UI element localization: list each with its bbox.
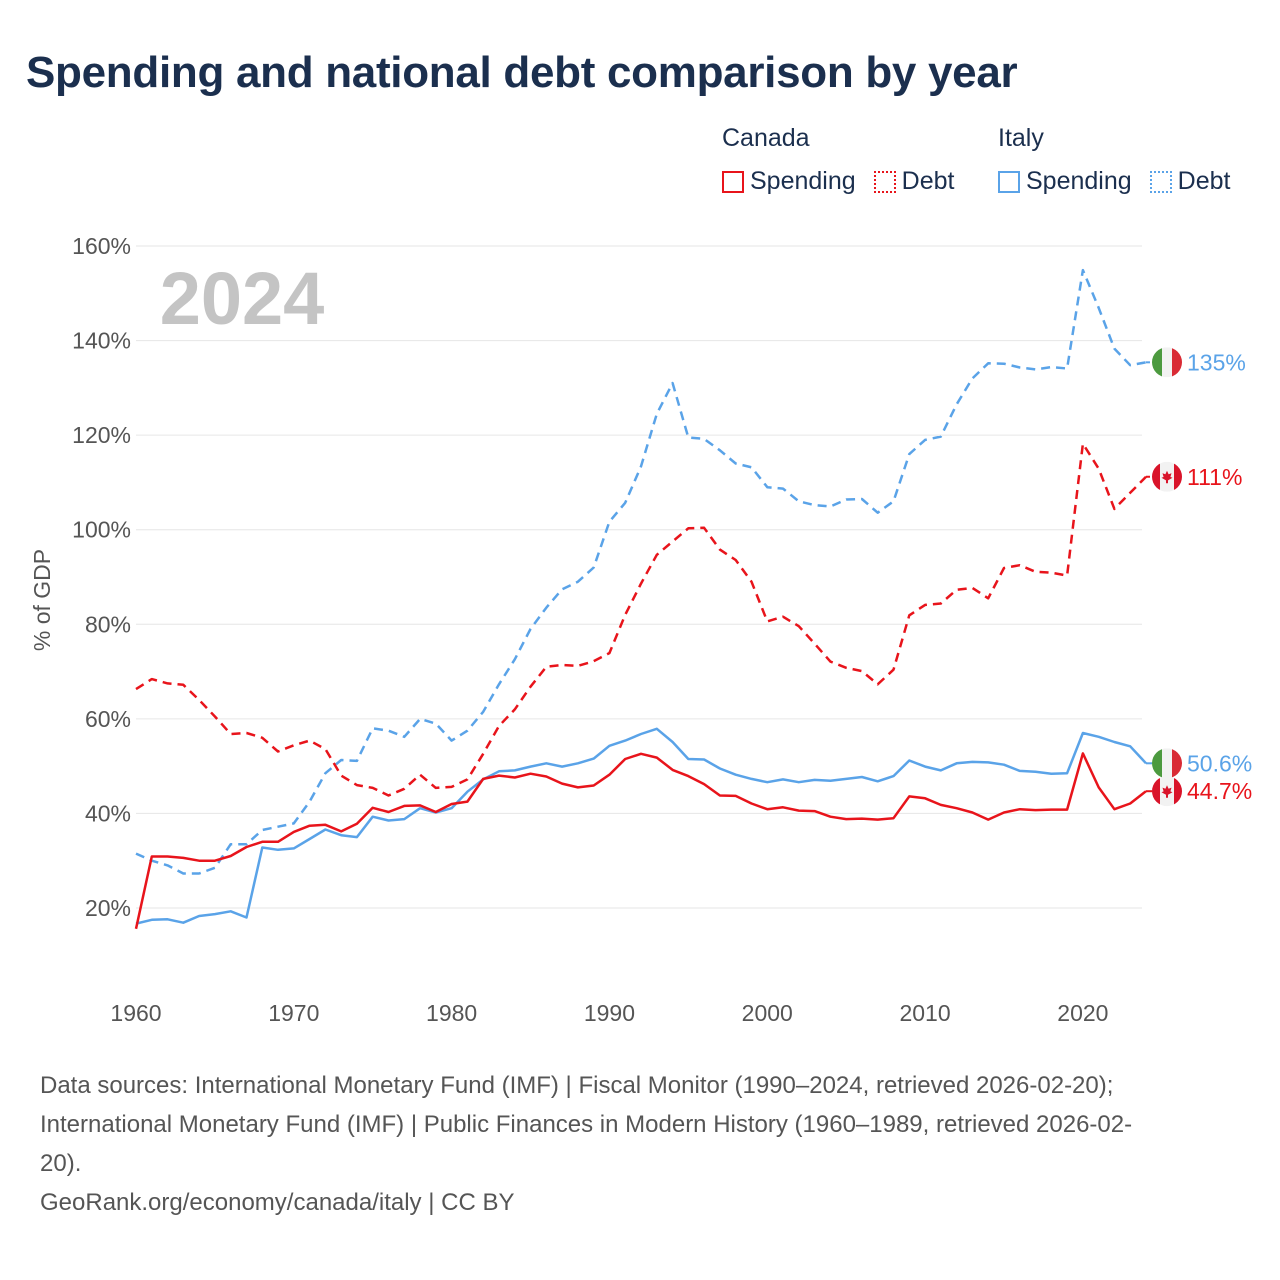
chart-title: Spending and national debt comparison by… <box>26 48 1018 97</box>
y-tick-label: 120% <box>72 422 131 448</box>
legend-label: Spending <box>750 167 856 195</box>
y-tick-label: 40% <box>85 800 131 826</box>
end-value-label: 44.7% <box>1187 778 1252 804</box>
legend-label: Spending <box>1026 167 1132 195</box>
end-value-label: 50.6% <box>1187 750 1252 776</box>
x-tick-label: 1990 <box>584 1000 635 1026</box>
year-watermark: 2024 <box>160 257 325 340</box>
credit-link[interactable]: GeoRank.org/economy/canada/italy | CC BY <box>40 1189 515 1216</box>
legend-country-italy: Italy <box>998 124 1044 152</box>
legend-swatch-dotted <box>1149 170 1172 193</box>
legend-swatch-dotted <box>873 170 896 193</box>
legend-country-canada: Canada <box>722 124 810 152</box>
end-labels: 135% 111% 50.6%44.7% <box>1146 347 1252 807</box>
series-line-canada-debt[interactable] <box>135 442 1147 797</box>
series-lines <box>134 268 1147 930</box>
y-tick-label: 80% <box>85 611 131 637</box>
y-tick-label: 160% <box>72 233 131 259</box>
series-line-italy-debt[interactable] <box>135 268 1147 875</box>
line-chart: 20% 40% 60% 80% 100% 120% 140% 160% 1960 1970 198… <box>29 233 1252 1026</box>
y-axis: 20% 40% 60% 80% 100% 120% 140% 160% <box>72 233 131 921</box>
x-tick-label: 2000 <box>742 1000 793 1026</box>
end-value-label: 111% <box>1187 464 1242 490</box>
gridlines <box>136 245 1142 909</box>
italy-flag-icon <box>1152 748 1182 779</box>
legend-label: Debt <box>1177 167 1231 195</box>
canada-flag-icon <box>1152 776 1182 807</box>
x-tick-label: 2020 <box>1057 1000 1108 1026</box>
legend-swatch-solid <box>998 170 1020 193</box>
legend-item-italy-spending[interactable]: Spending <box>998 167 1132 196</box>
legend-item-canada-debt[interactable]: Debt <box>873 167 955 196</box>
sources-line-1: Data sources: International Monetary Fun… <box>40 1072 1114 1099</box>
italy-flag-icon <box>1152 347 1182 378</box>
series-line-italy-spending[interactable] <box>135 727 1147 925</box>
x-axis: 1960 1970 1980 1990 2000 2010 2020 <box>110 1000 1108 1026</box>
data-sources: Data sources: International Monetary Fun… <box>40 1066 1240 1222</box>
x-tick-label: 1980 <box>426 1000 477 1026</box>
x-tick-label: 1960 <box>110 1000 161 1026</box>
y-tick-label: 100% <box>72 517 131 543</box>
end-value-label: 135% <box>1187 349 1246 375</box>
legend-group-italy: Italy Spending Debt <box>998 124 1230 196</box>
legend-item-italy-debt[interactable]: Debt <box>1149 167 1231 196</box>
series-line-canada-spending[interactable] <box>134 752 1147 930</box>
legend-group-canada: Canada Spending Debt <box>722 124 954 196</box>
sources-line-2: International Monetary Fund (IMF) | Publ… <box>40 1111 1133 1138</box>
legend-item-canada-spending[interactable]: Spending <box>722 167 856 196</box>
y-tick-label: 20% <box>85 895 131 921</box>
legend-swatch-solid <box>722 170 744 193</box>
x-tick-label: 2010 <box>899 1000 950 1026</box>
y-tick-label: 60% <box>85 706 131 732</box>
y-tick-label: 140% <box>72 328 131 354</box>
sources-line-3: 20). <box>40 1150 82 1177</box>
canada-flag-icon <box>1152 461 1182 492</box>
y-axis-label: % of GDP <box>29 549 55 651</box>
legend-label: Debt <box>901 167 955 195</box>
x-tick-label: 1970 <box>268 1000 319 1026</box>
